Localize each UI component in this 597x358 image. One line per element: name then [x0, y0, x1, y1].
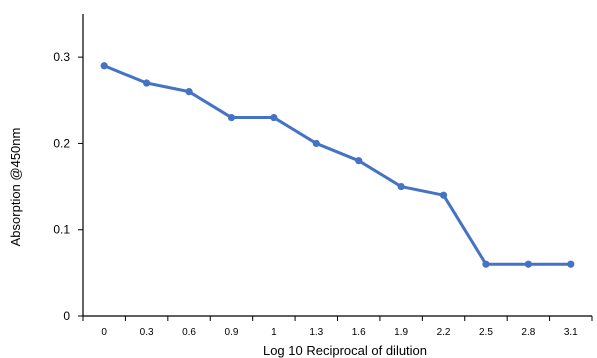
series-group [100, 62, 575, 268]
x-axis-title: Log 10 Reciprocal of dilution [263, 343, 427, 358]
x-tick-label: 1 [271, 327, 277, 338]
y-tick-label: 0.1 [53, 223, 70, 237]
data-point [270, 113, 278, 122]
data-point [524, 260, 532, 268]
series-line [102, 64, 573, 266]
data-point [185, 88, 193, 96]
data-point [567, 260, 575, 268]
x-tick-label: 0.6 [182, 327, 196, 338]
data-point [143, 79, 151, 87]
x-tick-label: 3.1 [564, 327, 578, 338]
data-point [397, 182, 405, 191]
data-point [482, 260, 490, 268]
data-point [355, 157, 363, 165]
data-point [100, 62, 108, 70]
x-tick-label: 1.3 [309, 327, 323, 338]
x-tick-label: 0.3 [140, 327, 154, 338]
data-point [439, 191, 448, 199]
x-tick-label: 0 [101, 327, 107, 338]
y-tick-label: 0.3 [53, 50, 70, 64]
y-tick-label: 0.2 [53, 136, 70, 150]
y-axis-ticks: 0 0.1 0.2 0.3 [53, 50, 83, 323]
x-tick-label: 2.5 [479, 327, 493, 338]
x-tick-label: 0.9 [225, 327, 239, 338]
x-tick-label: 1.6 [352, 327, 366, 338]
x-tick-label: 1.9 [394, 327, 408, 338]
data-point [227, 113, 236, 122]
data-point [312, 139, 320, 148]
x-tick-label: 2.8 [521, 327, 535, 338]
x-tick-label: 2.2 [437, 327, 451, 338]
x-axis-ticks: 0 0.3 0.6 0.9 1 1.3 1.6 1.9 2.2 2.5 2.8 3.1 [82, 316, 593, 338]
y-tick-label: 0 [63, 309, 70, 323]
y-axis-title: Absorption @450nm [8, 128, 23, 247]
